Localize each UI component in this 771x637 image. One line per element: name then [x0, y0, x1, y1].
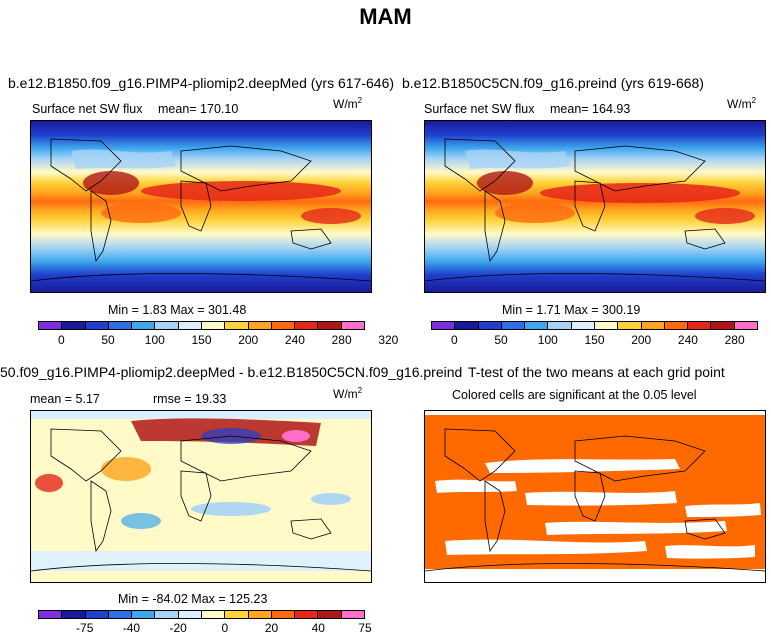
colorbar-swatch [711, 322, 735, 329]
colorbar-swatch [178, 611, 202, 618]
panel3-minmax: Min = -84.02 Max = 125.23 [118, 592, 268, 606]
colorbar-swatch [618, 322, 642, 329]
colorbar-tick-label: 320 [761, 333, 771, 347]
panel3-map [30, 410, 372, 583]
colorbar-tick-label: 240 [284, 333, 305, 347]
colorbar-swatch [688, 322, 712, 329]
panel4-title: T-test of the two means at each grid poi… [468, 364, 725, 380]
panel3-colorbar-ticks: -75 -40 -20 0 20 40 75 [38, 621, 372, 637]
panel1-units: W/m2 [333, 96, 363, 111]
colorbar-swatch [734, 322, 757, 329]
page-title: MAM [359, 4, 412, 29]
colorbar-swatch [155, 611, 179, 618]
colorbar-tick-label: 150 [191, 333, 212, 347]
colorbar-tick-label: 100 [537, 333, 558, 347]
colorbar-swatch [318, 611, 342, 618]
panel1-mean: mean= 170.10 [158, 102, 239, 116]
colorbar-tick-label: 40 [311, 621, 325, 635]
colorbar-tick-label: 0 [451, 333, 458, 347]
colorbar-swatch [664, 322, 689, 329]
colorbar-swatch [341, 322, 364, 329]
colorbar-swatch [85, 611, 109, 618]
colorbar-tick-label: -40 [122, 621, 141, 635]
colorbar-tick-label: 280 [331, 333, 352, 347]
panel2-units: W/m2 [727, 96, 757, 111]
panel1-map-svg [31, 121, 371, 292]
colorbar-swatch [85, 322, 109, 329]
colorbar-tick-label: 75 [358, 621, 372, 635]
colorbar-swatch [295, 322, 319, 329]
colorbar-swatch [271, 322, 296, 329]
colorbar-tick-label: 20 [264, 621, 279, 635]
colorbar-swatch [318, 322, 342, 329]
colorbar-swatch [548, 322, 572, 329]
colorbar-tick-label: 0 [221, 621, 229, 635]
colorbar-swatch [295, 611, 319, 618]
colorbar-swatch [594, 322, 619, 329]
panel3-units: W/m2 [333, 386, 363, 401]
panel4-subtitle: Colored cells are significant at the 0.0… [452, 388, 697, 402]
panel2-map-svg [425, 121, 765, 292]
colorbar-swatch [271, 611, 296, 618]
colorbar-swatch [201, 611, 226, 618]
colorbar-swatch [178, 322, 202, 329]
colorbar-swatch [62, 322, 86, 329]
colorbar-swatch [455, 322, 479, 329]
colorbar-swatch [39, 322, 63, 329]
panel1-minmax: Min = 1.83 Max = 301.48 [108, 303, 247, 317]
colorbar-swatch [341, 611, 364, 618]
panel3-colorbar [38, 610, 365, 619]
panel2-mean: mean= 164.93 [550, 102, 631, 116]
colorbar-tick-label: 0 [58, 333, 65, 347]
panel4-map-svg [425, 411, 765, 582]
colorbar-swatch [108, 322, 133, 329]
colorbar-swatch [155, 322, 179, 329]
panel2-variable: Surface net SW flux [424, 102, 535, 116]
colorbar-tick-label: 150 [584, 333, 605, 347]
panel1-map [30, 120, 372, 293]
colorbar-swatch [248, 611, 272, 618]
colorbar-swatch [132, 611, 156, 618]
panel1-title: b.e12.B1850.f09_g16.PIMP4-pliomip2.deepM… [8, 75, 395, 91]
colorbar-swatch [201, 322, 226, 329]
colorbar-tick-label: 280 [724, 333, 745, 347]
panel1-colorbar [38, 321, 365, 330]
colorbar-tick-label: 50 [494, 333, 508, 347]
colorbar-swatch [525, 322, 549, 329]
colorbar-swatch [225, 611, 249, 618]
panel3-title: 50.f09_g16.PIMP4-pliomip2.deepMed - b.e1… [0, 364, 463, 380]
colorbar-swatch [132, 322, 156, 329]
panel3-mean: mean = 5.17 [30, 392, 100, 406]
panel2-minmax: Min = 1.71 Max = 300.19 [502, 303, 641, 317]
panel2-colorbar [431, 321, 758, 330]
colorbar-tick-label: 200 [631, 333, 652, 347]
colorbar-tick-label: -20 [169, 621, 187, 635]
panel3-map-svg [31, 411, 371, 582]
colorbar-tick-label: 50 [101, 333, 115, 347]
panel4-map [424, 410, 766, 583]
colorbar-swatch [248, 322, 272, 329]
colorbar-swatch [478, 322, 502, 329]
colorbar-swatch [501, 322, 526, 329]
colorbar-swatch [571, 322, 595, 329]
colorbar-swatch [39, 611, 63, 618]
colorbar-swatch [62, 611, 86, 618]
colorbar-swatch [432, 322, 456, 329]
panel2-map [424, 120, 766, 293]
colorbar-tick-label: 100 [144, 333, 165, 347]
colorbar-swatch [641, 322, 665, 329]
panel1-colorbar-ticks: 0 50 100 150 200 240 280 320 [38, 333, 398, 349]
panel2-title: b.e12.B1850C5CN.f09_g16.preind (yrs 619-… [402, 75, 704, 91]
colorbar-swatch [225, 322, 249, 329]
colorbar-tick-label: 200 [238, 333, 259, 347]
colorbar-swatch [108, 611, 133, 618]
panel1-variable: Surface net SW flux [32, 102, 143, 116]
colorbar-tick-label: 320 [378, 333, 399, 347]
colorbar-tick-label: -75 [76, 621, 94, 635]
panel3-rmse: rmse = 19.33 [153, 392, 227, 406]
colorbar-tick-label: 240 [677, 333, 698, 347]
